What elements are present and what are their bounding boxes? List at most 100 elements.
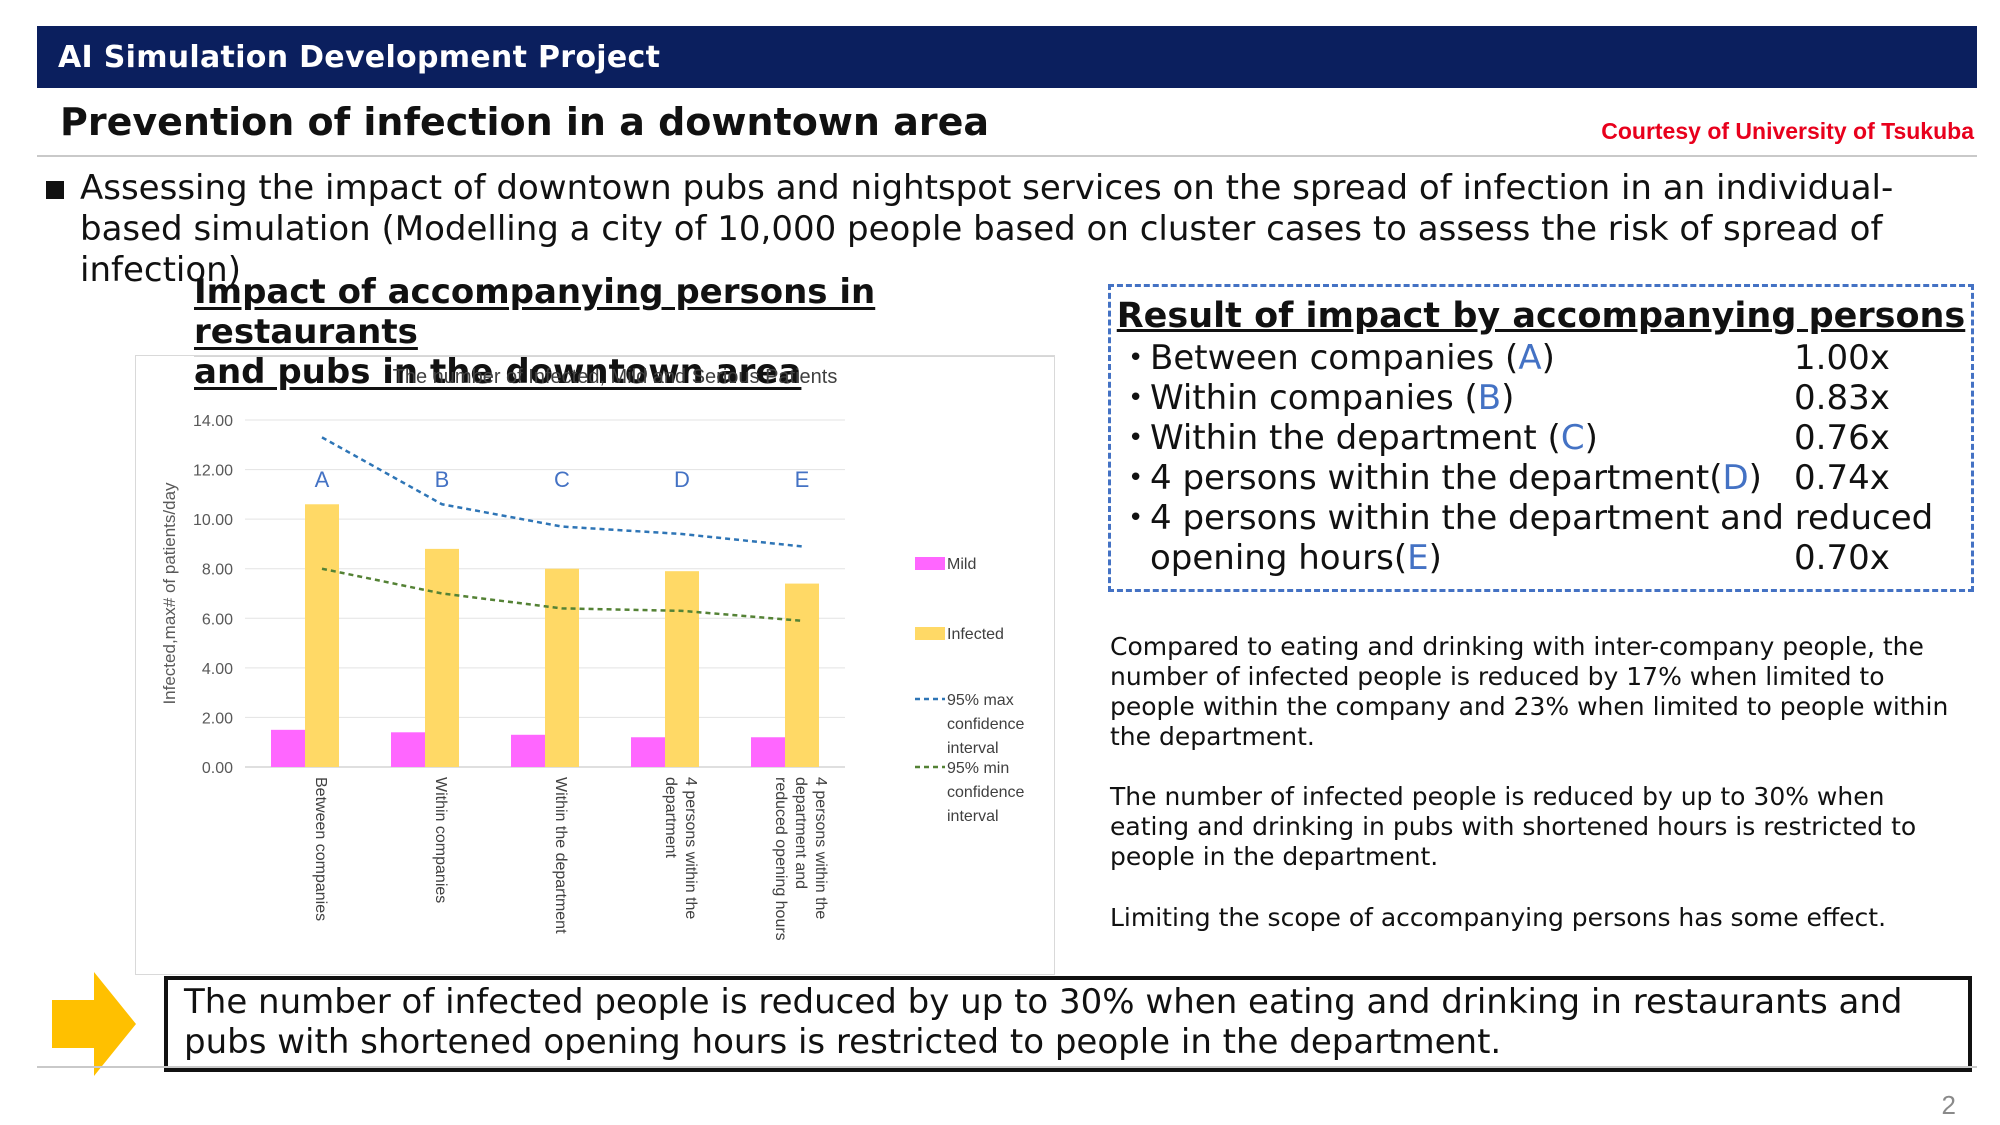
- chart-heading: Impact of accompanying persons in restau…: [194, 272, 1054, 392]
- y-tick-label: 8.00: [202, 562, 233, 579]
- legend-label: 95% min: [947, 760, 1009, 777]
- explanation-paragraph-2: The number of infected people is reduced…: [1110, 782, 1917, 871]
- result-label-suffix: ): [1428, 538, 1442, 578]
- x-tick-label: reduced opening hours: [772, 777, 789, 941]
- result-label-text: Between companies (: [1150, 338, 1519, 378]
- category-letter: C: [554, 467, 570, 492]
- result-letter: B: [1477, 378, 1502, 418]
- y-tick-label: 10.00: [193, 512, 233, 529]
- project-title: AI Simulation Development Project: [58, 40, 661, 75]
- conclusion-text: The number of infected people is reduced…: [184, 982, 1903, 1062]
- courtesy-credit: Courtesy of University of Tsukuba: [1601, 118, 1974, 144]
- result-letter: A: [1518, 338, 1542, 378]
- title-divider: [37, 155, 1977, 157]
- result-label-suffix: ): [1584, 418, 1598, 458]
- x-tick-label: Within the department: [552, 777, 569, 934]
- bullet-dot-icon: •: [1128, 423, 1144, 453]
- intro-text: Assessing the impact of downtown pubs an…: [80, 168, 1894, 290]
- mild-bar: [511, 734, 545, 767]
- result-value: 1.00x: [1794, 338, 1890, 378]
- result-label: opening hours(E): [1150, 538, 1442, 578]
- legend-label: 95% max: [947, 692, 1014, 709]
- infected-bar: [545, 568, 579, 767]
- right-arrow-icon: [52, 972, 136, 1076]
- y-tick-label: 4.00: [202, 661, 233, 678]
- square-bullet-icon: [46, 181, 64, 199]
- category-letter: B: [435, 467, 450, 492]
- mild-bar: [391, 732, 425, 767]
- result-label: 4 persons within the department(D): [1150, 458, 1762, 498]
- conclusion-box: [164, 976, 1972, 1072]
- result-label-suffix: ): [1748, 458, 1762, 498]
- infected-bar: [305, 504, 339, 767]
- explanation-paragraph-3: Limiting the scope of accompanying perso…: [1110, 903, 1887, 932]
- result-label-text: Within the department (: [1150, 418, 1561, 458]
- y-tick-label: 6.00: [202, 611, 233, 628]
- chart-title: The number of Infected, Mild and Serious…: [393, 366, 838, 388]
- result-label: 4 persons within the department and redu…: [1150, 498, 1933, 538]
- result-label-text: opening hours(: [1150, 538, 1408, 578]
- result-value: 0.83x: [1794, 378, 1890, 418]
- result-title: Result of impact by accompanying persons: [1116, 296, 1966, 336]
- chart-heading-line-1: Impact of accompanying persons in restau…: [194, 272, 876, 352]
- legend-swatch: [915, 557, 945, 570]
- result-row: • 4 persons within the department(D) 0.74x: [1128, 458, 1958, 498]
- x-tick-label: 4 persons within the: [682, 777, 699, 919]
- y-axis-label: Infected,max# of patients/day: [160, 482, 179, 705]
- bar-line-chart: The number of Infected, Mild and Serious…: [160, 366, 1024, 941]
- y-tick-label: 2.00: [202, 710, 233, 727]
- category-letter: E: [795, 467, 810, 492]
- infected-bar: [665, 571, 699, 767]
- result-letter: C: [1560, 418, 1585, 458]
- page-title: Prevention of infection in a downtown ar…: [60, 100, 989, 144]
- legend-swatch: [915, 627, 945, 640]
- result-value: 0.74x: [1794, 458, 1890, 498]
- mild-bar: [751, 737, 785, 767]
- result-label-suffix: ): [1501, 378, 1515, 418]
- infected-bar: [785, 583, 819, 767]
- arrow-shape: [52, 972, 136, 1076]
- result-box: [1108, 284, 1974, 592]
- result-label-text: Within companies (: [1150, 378, 1478, 418]
- bullet-dot-icon: •: [1128, 343, 1144, 373]
- result-row: • Within the department (C) 0.76x: [1128, 418, 1958, 458]
- x-tick-label: department and: [792, 777, 809, 889]
- bullet-dot-icon: •: [1128, 463, 1144, 493]
- x-tick-label: Within companies: [432, 777, 449, 903]
- result-letter: D: [1722, 458, 1749, 498]
- y-tick-label: 12.00: [193, 463, 233, 480]
- bullet-dot-icon: •: [1128, 383, 1144, 413]
- y-tick-label: 14.00: [193, 413, 233, 430]
- mild-bar: [631, 737, 665, 767]
- result-label-text: 4 persons within the department(: [1150, 458, 1723, 498]
- mild-bar: [271, 729, 305, 767]
- result-row: opening hours(E) 0.70x: [1128, 538, 1958, 578]
- legend-label: interval: [947, 808, 999, 825]
- x-tick-label: 4 persons within the: [812, 777, 829, 919]
- page-number: 2: [1941, 1090, 1956, 1120]
- result-label: Within companies (B): [1150, 378, 1514, 418]
- legend-label: confidence: [947, 716, 1024, 733]
- result-row: • Within companies (B) 0.83x: [1128, 378, 1958, 418]
- infected-bar: [425, 548, 459, 767]
- result-label-text: 4 persons within the department and redu…: [1150, 498, 1934, 538]
- result-label: Between companies (A): [1150, 338, 1555, 378]
- result-letter: E: [1407, 538, 1429, 578]
- legend-label: Infected: [947, 626, 1004, 643]
- result-label: Within the department (C): [1150, 418, 1598, 458]
- x-tick-label: department: [662, 777, 679, 858]
- legend-label: confidence: [947, 784, 1024, 801]
- result-label-suffix: ): [1541, 338, 1555, 378]
- result-row: • Between companies (A) 1.00x: [1128, 338, 1958, 378]
- confidence-line: [321, 436, 803, 548]
- chart-frame: [135, 355, 1055, 975]
- category-letter: A: [315, 467, 330, 492]
- chart-heading-divider: [194, 355, 1054, 357]
- bullet-dot-icon: •: [1128, 503, 1144, 533]
- confidence-line: [321, 567, 803, 623]
- header-bar: [37, 26, 1977, 88]
- category-letter: D: [674, 467, 690, 492]
- legend-label: Mild: [947, 556, 976, 573]
- explanation-paragraph-1: Compared to eating and drinking with int…: [1110, 632, 1949, 751]
- result-value: 0.76x: [1794, 418, 1890, 458]
